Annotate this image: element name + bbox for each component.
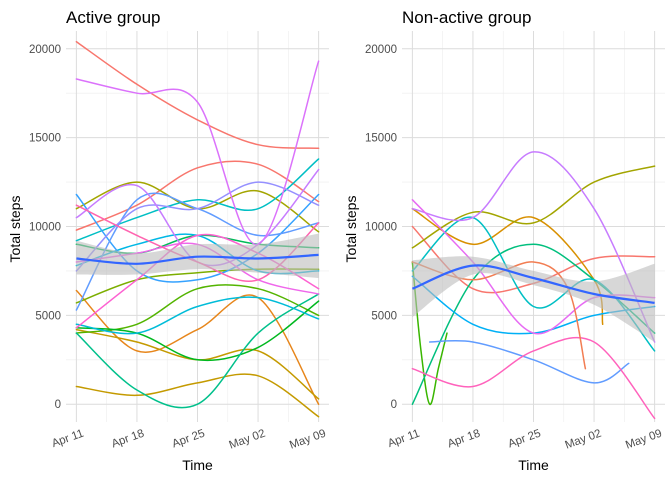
x-tick-label: Apr 18: [446, 428, 482, 451]
series-line-4: [411, 261, 448, 405]
y-tick-label: 15000: [365, 133, 397, 145]
y-axis-label: Total steps: [7, 196, 23, 263]
series-line-11: [411, 336, 656, 420]
x-tick-label: Apr 11: [386, 428, 421, 451]
x-tick-label: Apr 25: [507, 428, 543, 451]
y-tick-label: 0: [55, 399, 61, 411]
trend-line: [411, 264, 655, 304]
x-tick-label: May 09: [288, 428, 328, 452]
x-axis-label: Time: [518, 457, 549, 473]
non-active-group-panel: Non-active group Time Total steps 0 5000 1…: [343, 8, 665, 473]
y-tick-label: 15000: [29, 133, 61, 145]
series-line-8: [428, 339, 630, 384]
active-group-panel: Active group Time Total steps 0 5000 10000…: [7, 8, 329, 473]
series-line-9: [411, 151, 656, 343]
trend-line: [76, 253, 319, 265]
y-tick-label: 10000: [365, 222, 397, 234]
x-tick-label: Apr 25: [171, 428, 207, 451]
y-tick-label: 0: [391, 399, 397, 411]
series-line-3: [411, 165, 656, 249]
series-line-4: [75, 373, 320, 418]
y-tick-label: 5000: [35, 310, 61, 322]
confidence-ribbon: [412, 256, 655, 342]
series-line-19: [75, 60, 320, 246]
series-line-8: [75, 284, 320, 334]
y-tick-label: 20000: [29, 44, 61, 56]
y-tick-label: 10000: [29, 222, 61, 234]
gridlines: [402, 31, 665, 422]
series-line-16: [75, 192, 320, 311]
series-lines: [411, 151, 656, 420]
x-tick-label: Apr 11: [50, 428, 85, 451]
x-tick-label: May 02: [228, 428, 268, 452]
y-tick-label: 5000: [371, 310, 397, 322]
x-axis-label: Time: [182, 457, 213, 473]
x-tick-label: Apr 18: [110, 428, 146, 451]
x-tick-label: May 02: [564, 428, 604, 452]
x-tick-label: May 09: [624, 428, 664, 452]
series-line-14: [75, 296, 320, 335]
y-tick-label: 20000: [365, 44, 397, 56]
series-lines: [75, 40, 320, 418]
series-line-11: [75, 293, 320, 409]
gridlines: [66, 31, 329, 422]
series-line-9: [75, 300, 320, 362]
series-line-2: [75, 40, 320, 150]
series-line-17: [75, 181, 320, 272]
panel-title: Non-active group: [402, 8, 531, 27]
y-axis-label: Total steps: [343, 196, 359, 263]
panel-title: Active group: [66, 8, 161, 27]
series-line-1: [75, 160, 320, 231]
